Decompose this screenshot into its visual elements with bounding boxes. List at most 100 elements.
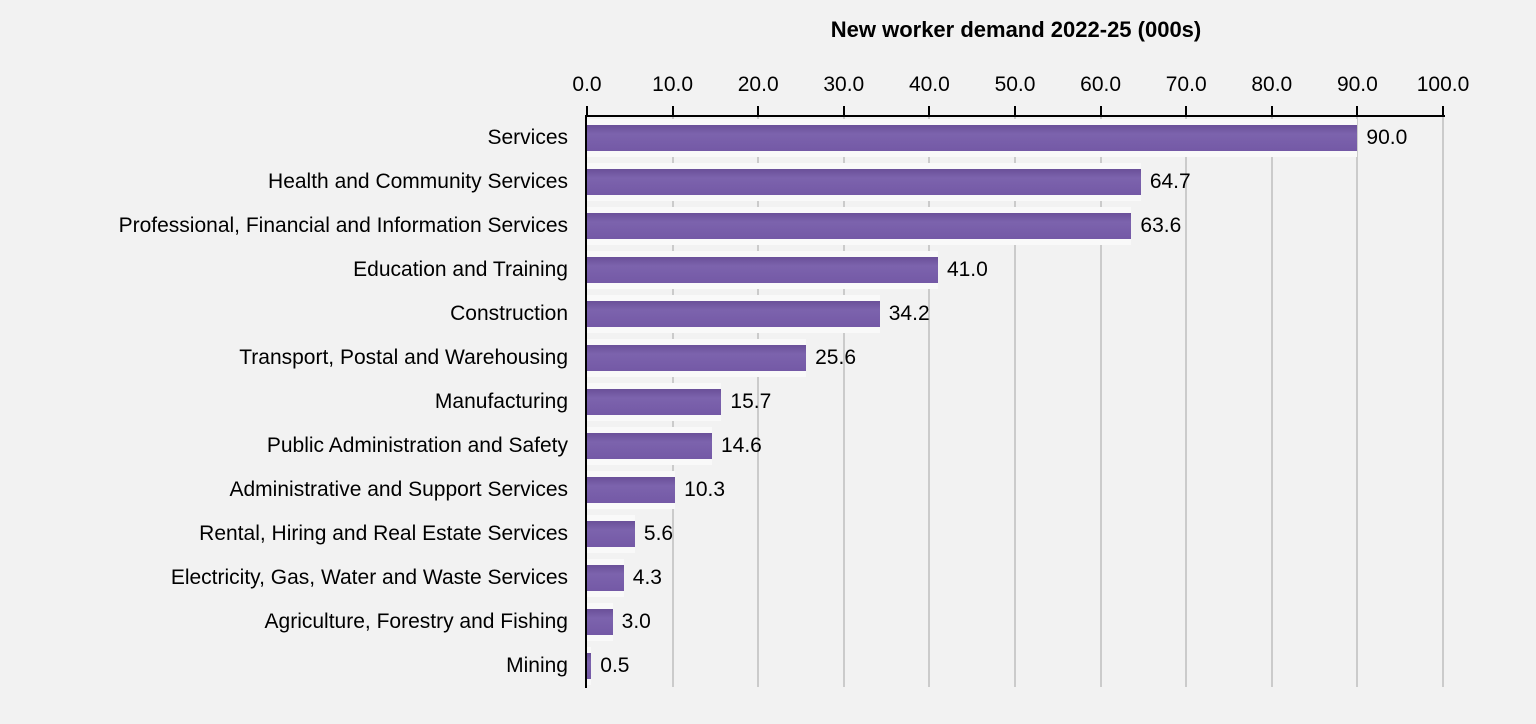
bar-row: Mining 0.5 (0, 644, 1536, 688)
tick-label: 60.0 (1080, 73, 1122, 96)
category-label: Health and Community Services (268, 170, 568, 193)
gridline (757, 117, 760, 687)
value-label: 90.0 (1366, 126, 1408, 149)
category-label: Electricity, Gas, Water and Waste Servic… (170, 566, 568, 589)
x-axis-tick-labels: 0.0 10.0 20.0 30.0 40.0 50.0 60.0 70.0 80.0 90.0 1… (572, 73, 1469, 99)
tick-mark (671, 106, 674, 115)
category-label: Agriculture, Forestry and Fishing (264, 610, 568, 633)
category-label: Transport, Postal and Warehousing (239, 346, 568, 369)
bar-track: 3.0 (587, 600, 1443, 644)
tick-mark (1099, 106, 1102, 115)
gridline (1099, 117, 1102, 687)
tick-label: 50.0 (994, 73, 1036, 96)
bar-rows: Services 90.0 Health and Community Servi… (0, 116, 1536, 688)
bar-row: Professional, Financial and Information … (0, 204, 1536, 248)
bar-row: Electricity, Gas, Water and Waste Servic… (0, 556, 1536, 600)
category-label: Manufacturing (434, 390, 568, 413)
bar-track: 0.5 (587, 644, 1443, 688)
tick-mark (1014, 106, 1016, 115)
bar-track: 25.6 (587, 336, 1443, 380)
category-label: Public Administration and Safety (266, 434, 568, 457)
y-axis-line (585, 115, 587, 688)
value-label: 34.2 (888, 302, 930, 325)
tick-mark (1185, 106, 1188, 115)
gridline (1185, 117, 1188, 687)
bar (587, 169, 1141, 195)
gridline (928, 117, 931, 687)
tick-label: 30.0 (823, 73, 865, 96)
bar-track: 34.2 (587, 292, 1443, 336)
bar-track: 90.0 (587, 116, 1443, 160)
value-label: 14.6 (720, 434, 762, 457)
tick-mark (842, 106, 845, 115)
bar-row: Public Administration and Safety 14.6 (0, 424, 1536, 468)
tick-mark (1442, 106, 1444, 115)
bar (587, 609, 613, 635)
tick-label: 100.0 (1416, 73, 1470, 96)
gridline (1356, 117, 1359, 687)
tick-label: 40.0 (908, 73, 950, 96)
bar-track: 4.3 (587, 556, 1443, 600)
bar (587, 477, 676, 503)
bar-track: 63.6 (587, 204, 1443, 248)
bar (587, 521, 635, 547)
category-label: Mining (506, 654, 568, 677)
gridline (1442, 117, 1444, 687)
bar-row: Construction 34.2 (0, 292, 1536, 336)
bar (587, 433, 712, 459)
value-label: 10.3 (684, 478, 726, 501)
chart-title: New worker demand 2022-25 (000s) (830, 17, 1202, 42)
gridline (1014, 117, 1016, 687)
bar-row: Administrative and Support Services 10.3 (0, 468, 1536, 512)
value-label: 4.3 (632, 566, 662, 589)
tick-mark (1270, 106, 1273, 115)
bar-track: 64.7 (587, 160, 1443, 204)
bar-track: 5.6 (587, 512, 1443, 556)
bar-row: Transport, Postal and Warehousing 25.6 (0, 336, 1536, 380)
tick-mark (757, 106, 760, 115)
category-label: Rental, Hiring and Real Estate Services (199, 522, 568, 545)
tick-label: 80.0 (1251, 73, 1293, 96)
x-axis-tick-marks (586, 106, 1444, 115)
value-label: 15.7 (730, 390, 772, 413)
value-label: 63.6 (1140, 214, 1182, 237)
bar-row: Rental, Hiring and Real Estate Services … (0, 512, 1536, 556)
bar (587, 213, 1132, 239)
bar-track: 15.7 (587, 380, 1443, 424)
category-label: Construction (450, 302, 568, 325)
bar-row: Education and Training 41.0 (0, 248, 1536, 292)
tick-label: 0.0 (572, 73, 602, 96)
bar (587, 389, 722, 415)
tick-label: 10.0 (652, 73, 694, 96)
bar (587, 125, 1358, 151)
bar-row: Manufacturing 15.7 (0, 380, 1536, 424)
value-label: 41.0 (946, 258, 988, 281)
bar (587, 345, 807, 371)
bar-row: Health and Community Services 64.7 (0, 160, 1536, 204)
category-label: Administrative and Support Services (229, 478, 569, 501)
tick-label: 20.0 (737, 73, 779, 96)
category-label: Education and Training (353, 258, 568, 281)
bar (587, 565, 624, 591)
bar-row: Agriculture, Forestry and Fishing 3.0 (0, 600, 1536, 644)
category-label: Services (487, 126, 568, 149)
bar (587, 301, 880, 327)
x-axis-line (585, 115, 1445, 117)
tick-mark (928, 106, 931, 115)
value-label: 25.6 (815, 346, 856, 369)
gridline (842, 117, 845, 687)
value-label: 64.7 (1149, 170, 1191, 193)
tick-label: 70.0 (1165, 73, 1207, 96)
tick-mark (586, 106, 588, 115)
gridline (1270, 117, 1273, 687)
bar (587, 257, 938, 283)
value-label: 0.5 (600, 654, 630, 677)
bar-track: 10.3 (587, 468, 1443, 512)
bar-track: 14.6 (587, 424, 1443, 468)
tick-label: 90.0 (1336, 73, 1378, 96)
tick-mark (1356, 106, 1359, 115)
bar-row: Services 90.0 (0, 116, 1536, 160)
value-label: 3.0 (621, 610, 651, 633)
category-label: Professional, Financial and Information … (118, 214, 568, 237)
